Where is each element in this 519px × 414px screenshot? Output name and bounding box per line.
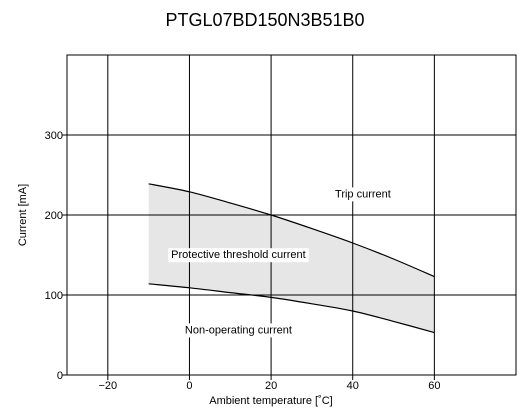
x-tick-label: −20 — [98, 380, 117, 392]
grid-layer — [67, 55, 516, 375]
non-operating-current-label-bg — [181, 323, 295, 338]
protective-threshold-current-label-bg — [168, 248, 309, 263]
y-tick-label: 200 — [45, 210, 63, 222]
protective-threshold-current-label: Protective threshold current — [171, 249, 306, 261]
trip-current-label-bg — [332, 187, 394, 202]
series-layer — [148, 183, 435, 334]
y-tick-label: 100 — [45, 290, 63, 302]
non-operating-current-line — [148, 283, 435, 334]
annot-layer: Trip current Protective threshold current… — [168, 187, 394, 338]
x-tick-label: 60 — [428, 380, 440, 392]
trip-current-line — [148, 183, 435, 278]
trip-current-label: Trip current — [335, 188, 391, 200]
y-tick-label: 0 — [57, 370, 63, 382]
x-tick-label: 20 — [265, 380, 277, 392]
x-tick-label: 40 — [347, 380, 359, 392]
x-tick-label: 0 — [186, 380, 192, 392]
non-operating-current-label: Non-operating current — [185, 324, 292, 336]
y-axis-label: Current [mA] — [17, 184, 29, 246]
chart-title: PTGL07BD150N3B51B0 — [165, 10, 364, 30]
y-tick-label: 300 — [45, 130, 63, 142]
x-axis-label: Ambient temperature [˚C] — [209, 395, 333, 407]
tick-layer: −20 0 20 40 60 0 100 200 300 — [45, 130, 441, 392]
